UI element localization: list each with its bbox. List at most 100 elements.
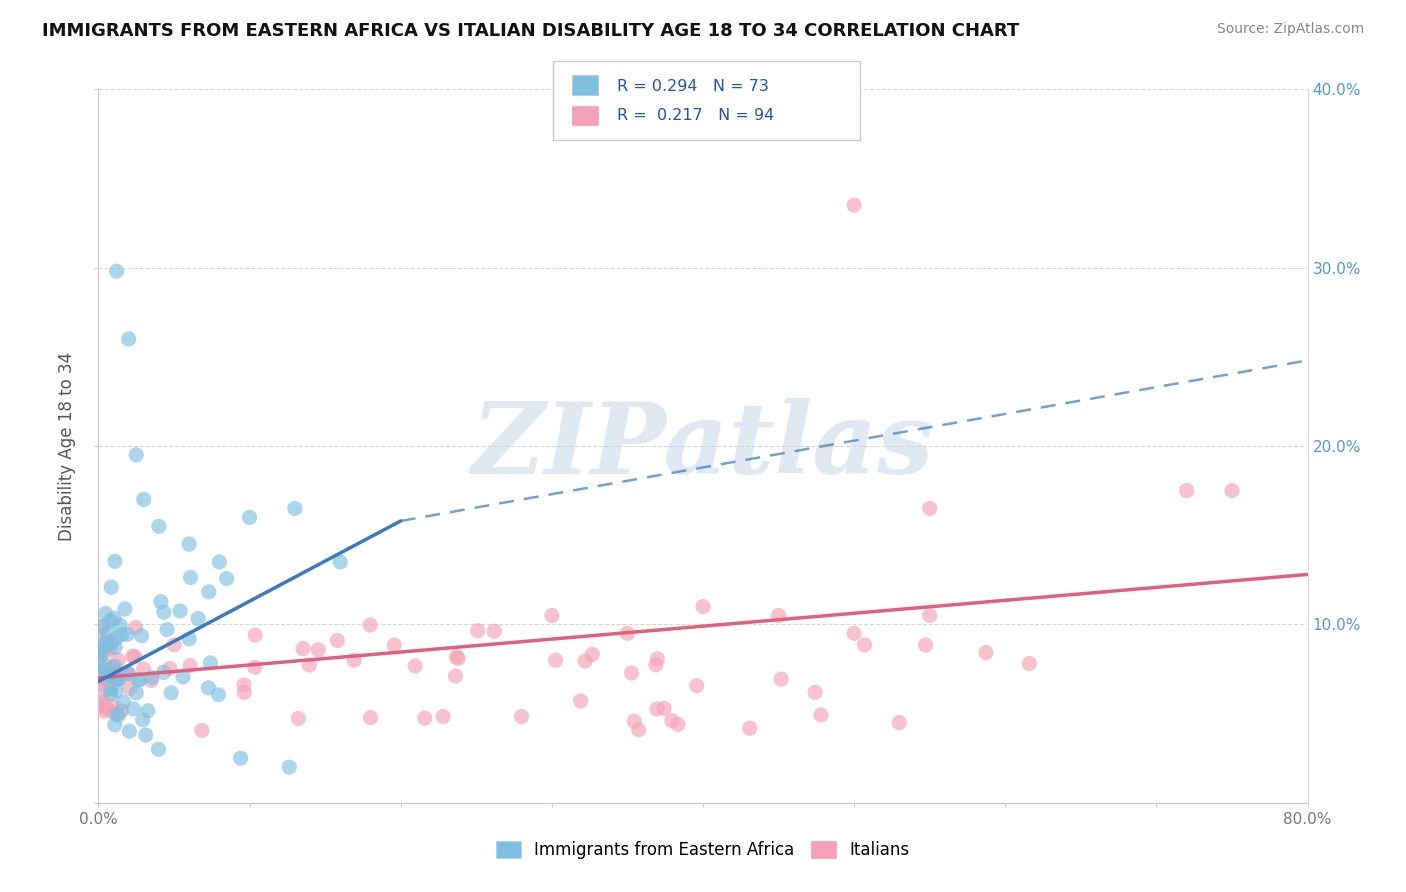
Point [112,695,135,709]
Point [153,605,176,619]
Point [100,636,122,650]
Point [118,681,141,696]
Point [239,510,262,524]
Point [245,628,267,642]
Point [141,670,163,684]
Point [89,698,111,712]
Point [652,701,675,715]
Point [96,625,118,640]
Point [844,198,866,212]
Point [114,602,136,616]
Point [467,624,489,638]
Point [284,501,307,516]
Point [229,751,252,765]
Point [98,641,121,656]
Point [100,580,122,594]
Point [89,671,111,685]
Point [96,636,118,650]
Point [918,501,941,516]
Point [104,554,127,568]
Point [191,723,214,738]
Point [94,607,117,621]
Point [93,664,115,678]
Point [96,633,118,648]
Point [198,584,221,599]
Point [692,599,714,614]
Point [148,519,170,533]
Point [105,666,128,681]
Point [90,634,112,648]
Point [914,638,936,652]
Point [97,638,120,652]
Point [616,626,638,640]
Point [94,646,117,660]
Point [149,595,172,609]
Point [103,611,125,625]
Point [329,555,352,569]
Point [96,672,118,686]
Point [360,711,382,725]
Point [1018,657,1040,671]
Point [89,645,111,659]
Point [125,686,148,700]
Point [127,673,149,687]
Point [132,662,155,676]
Point [121,649,143,664]
Point [768,608,790,623]
Point [104,632,127,646]
Text: R = 0.294   N = 73: R = 0.294 N = 73 [617,79,769,95]
Point [645,702,668,716]
Text: IMMIGRANTS FROM EASTERN AFRICA VS ITALIAN DISABILITY AGE 18 TO 34 CORRELATION CH: IMMIGRANTS FROM EASTERN AFRICA VS ITALIA… [42,22,1019,40]
Point [1220,483,1243,498]
Point [148,742,170,756]
Point [307,642,329,657]
Point [160,686,183,700]
Point [540,608,562,623]
Point [104,659,127,673]
Point [179,658,201,673]
Point [233,685,256,699]
Point [179,632,201,646]
Text: R =  0.217   N = 94: R = 0.217 N = 94 [617,108,775,123]
Point [770,672,793,686]
Point [918,608,941,623]
Point [117,627,139,641]
Point [104,640,127,655]
Point [180,570,202,584]
Point [105,671,128,685]
Point [343,653,366,667]
Point [232,678,254,692]
Point [105,673,128,687]
Point [187,611,209,625]
Point [804,685,827,699]
Point [139,673,162,688]
Point [647,652,669,666]
Point [446,649,468,664]
Point [101,699,124,714]
Point [105,264,128,278]
Point [117,666,139,681]
Point [89,659,111,673]
Point [581,648,603,662]
Point [125,448,148,462]
Point [444,669,467,683]
Y-axis label: Disability Age 18 to 34: Disability Age 18 to 34 [58,351,76,541]
Point [172,670,194,684]
Point [128,673,150,687]
Point [94,699,117,714]
Point [889,715,911,730]
Point [359,618,381,632]
Point [569,694,592,708]
Point [105,684,128,698]
Point [97,668,120,682]
Point [122,702,145,716]
Point [100,705,122,719]
Point [98,682,121,697]
Point [644,657,666,672]
Point [93,670,115,684]
Point [544,653,567,667]
Point [853,638,876,652]
Legend: Immigrants from Eastern Africa, Italians: Immigrants from Eastern Africa, Italians [489,834,917,866]
Point [90,665,112,680]
Point [163,638,186,652]
